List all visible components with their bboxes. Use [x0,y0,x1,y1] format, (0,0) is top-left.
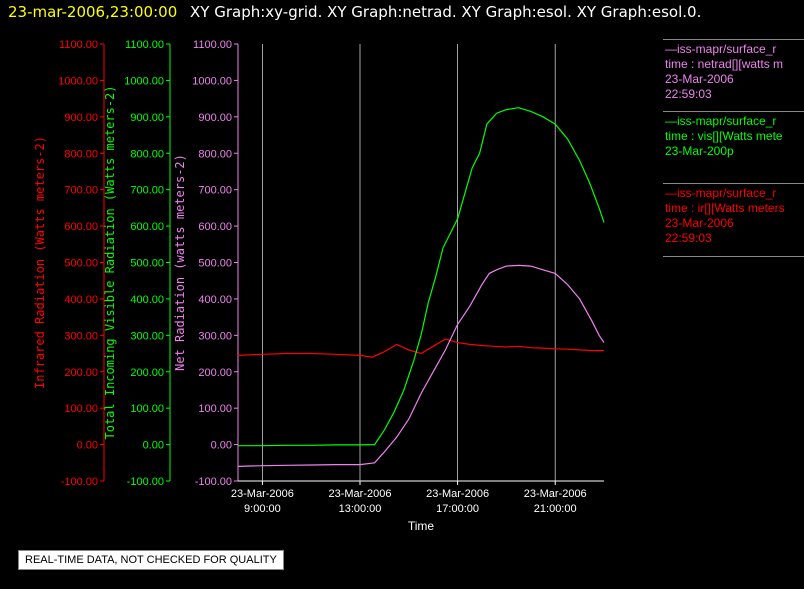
y-tick-label: 100.00 [198,403,232,415]
legend-separator [663,111,804,112]
y-tick-label: 400.00 [64,294,98,306]
y-tick-label: 500.00 [198,258,232,270]
y-tick-label: -100.00 [127,476,164,488]
y-tick-label: 300.00 [198,330,232,342]
y-axis-label-1: Total Incoming Visible Radiation (Watts … [103,85,117,439]
y-tick-label: 100.00 [64,403,98,415]
x-tick-label-date: 23-Mar-2006 [231,488,294,500]
x-axis-label: Time [408,519,435,533]
legend-text: 23-Mar-2006 [665,72,734,86]
y-tick-label: 0.00 [211,440,232,452]
legend-separator [663,39,804,40]
series-line-ir [237,338,604,358]
y-tick-label: 900.00 [198,112,232,124]
legend-separator [663,183,804,184]
y-tick-label: 200.00 [130,367,164,379]
y-tick-label: 100.00 [130,403,164,415]
y-tick-label: 800.00 [64,148,98,160]
legend-text: time : ir[][Watts meters [665,201,785,215]
legend-text: 23-Mar-200p [665,144,734,158]
legend-text: time : netrad[][watts m [665,57,784,71]
header: 23-mar-2006,23:00:00 XY Graph:xy-grid. X… [8,3,701,21]
legend-text: 22:59:03 [665,87,712,101]
x-tick-label-time: 13:00:00 [339,503,382,515]
y-axis-label-2: Net Radiation (watts meters-2) [173,154,187,371]
legend-entry: —iss-mapr/surface_r time : ir[][Watts met… [663,183,804,246]
y-tick-label: 1000.00 [192,75,232,87]
quality-notice: REAL-TIME DATA, NOT CHECKED FOR QUALITY [18,550,284,570]
y-tick-label: 900.00 [130,112,164,124]
x-tick-label-time: 9:00:00 [244,503,281,515]
header-graphs: XY Graph:xy-grid. XY Graph:netrad. XY Gr… [190,3,702,21]
header-timestamp: 23-mar-2006,23:00:00 [8,3,178,21]
x-tick-label-time: 21:00:00 [534,503,577,515]
y-tick-label: 600.00 [198,221,232,233]
x-tick-label-time: 17:00:00 [436,503,479,515]
y-tick-label: 900.00 [64,112,98,124]
y-tick-label: 400.00 [198,294,232,306]
y-tick-label: 200.00 [64,367,98,379]
y-tick-label: 600.00 [64,221,98,233]
legend-text [665,159,783,174]
legend-text: 22:59:03 [665,231,712,245]
y-tick-label: 1100.00 [125,39,164,51]
legend-text: —iss-mapr/surface_r [665,42,777,56]
legend-text: —iss-mapr/surface_r [665,186,777,200]
y-tick-label: 0.00 [77,440,98,452]
y-tick-label: -100.00 [195,476,232,488]
y-tick-label: 200.00 [198,367,232,379]
y-tick-label: 800.00 [130,148,164,160]
y-tick-label: 400.00 [130,294,164,306]
series-line-net [237,264,605,467]
legend-text: 23-Mar-2006 [665,216,734,230]
y-tick-label: 1100.00 [59,39,98,51]
y-axis-label-0: Infrared Radiation (Watts meters-2) [33,136,47,389]
y-tick-label: 0.00 [143,440,164,452]
y-tick-label: 1000.00 [124,75,164,87]
y-tick-label: 300.00 [130,330,164,342]
y-tick-label: 800.00 [198,148,232,160]
y-tick-label: 300.00 [64,330,98,342]
y-tick-label: 600.00 [130,221,164,233]
legend-text: —iss-mapr/surface_r [665,114,777,128]
y-tick-label: 1100.00 [193,39,232,51]
x-tick-label-date: 23-Mar-2006 [524,488,587,500]
legend-entry: —iss-mapr/surface_r time : netrad[][watts… [663,39,804,102]
y-tick-label: 500.00 [130,258,164,270]
y-tick-label: 500.00 [64,258,98,270]
x-tick-label-date: 23-Mar-2006 [329,488,392,500]
y-tick-label: 700.00 [198,185,232,197]
y-tick-label: -100.00 [61,476,98,488]
series-line-vis [238,107,605,447]
x-tick-label-date: 23-Mar-2006 [426,488,489,500]
y-tick-label: 700.00 [64,185,98,197]
legend-separator [663,256,804,257]
legend-text: time : vis[][Watts mete [665,129,783,143]
legend-entry: —iss-mapr/surface_r time : vis[][Watts me… [663,111,804,174]
y-tick-label: 700.00 [130,185,164,197]
y-tick-label: 1000.00 [58,75,98,87]
